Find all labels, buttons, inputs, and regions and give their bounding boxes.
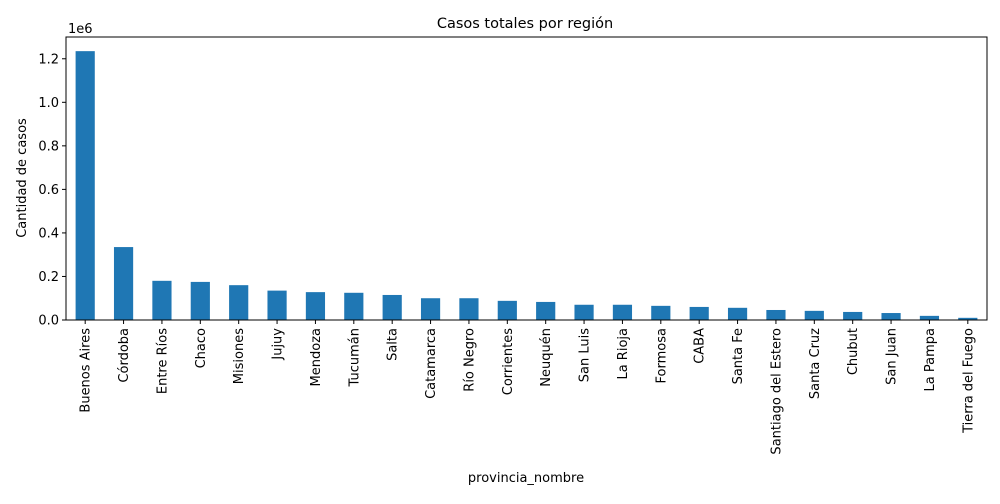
x-tick-label: Jujuy <box>271 328 286 361</box>
bar <box>727 307 748 320</box>
x-tick-label: La Rioja <box>616 328 631 380</box>
x-tick-label: Buenos Aires <box>79 328 94 413</box>
bar <box>75 51 95 321</box>
x-axis-label: provincia_nombre <box>468 471 584 486</box>
bar <box>344 292 364 320</box>
bar <box>382 294 402 320</box>
bar <box>651 305 671 320</box>
bar <box>612 304 633 320</box>
bar <box>152 280 172 320</box>
bar <box>536 301 556 320</box>
bar <box>881 313 901 320</box>
x-tick-label: Misiones <box>232 328 247 384</box>
y-tick-label: 0.0 <box>38 314 59 329</box>
y-axis-ticks: 0.0 0.2 0.4 0.6 0.8 1.0 1.2 <box>38 52 66 329</box>
x-tick-label: Córdoba <box>117 328 132 383</box>
bar <box>766 309 786 320</box>
y-offset-label: 1e6 <box>68 22 93 37</box>
x-tick-label: La Pampa <box>923 328 938 391</box>
bar <box>459 298 479 320</box>
y-tick-label: 1.0 <box>38 96 59 111</box>
x-axis-ticks: Buenos Aires Córdoba Entre Ríos Chaco Mision… <box>79 320 976 455</box>
x-tick-label: San Luis <box>578 328 593 382</box>
y-tick-label: 0.8 <box>38 139 59 154</box>
x-tick-label: Tierra del Fuego <box>961 328 976 434</box>
bar <box>190 281 210 320</box>
x-tick-label: Salta <box>386 328 401 361</box>
x-tick-label: Tucumán <box>347 328 362 387</box>
x-tick-label: Catamarca <box>424 328 439 399</box>
bar <box>267 290 287 320</box>
bar <box>843 311 863 320</box>
plot-frame <box>65 36 988 321</box>
bar <box>420 298 441 320</box>
x-tick-label: San Juan <box>885 328 900 385</box>
x-tick-label: Entre Ríos <box>155 328 170 394</box>
x-tick-label: CABA <box>693 328 708 364</box>
x-tick-label: Santa Cruz <box>808 328 823 399</box>
x-tick-label: Mendoza <box>309 328 324 386</box>
y-tick-label: 0.2 <box>38 270 59 285</box>
bar <box>574 304 594 320</box>
x-tick-label: Neuquén <box>539 328 554 387</box>
bar <box>804 310 824 320</box>
y-tick-label: 1.2 <box>38 52 59 67</box>
x-tick-label: Chaco <box>194 328 209 368</box>
x-tick-label: Corrientes <box>501 328 516 395</box>
bar <box>919 315 940 320</box>
x-tick-label: Santiago del Estero <box>769 328 784 455</box>
bars <box>75 51 978 321</box>
bar <box>305 292 326 320</box>
bar <box>689 306 709 320</box>
bar <box>958 317 978 320</box>
bar <box>113 247 134 320</box>
y-tick-label: 0.4 <box>38 226 59 241</box>
x-tick-label: Formosa <box>654 328 669 383</box>
y-tick-label: 0.6 <box>38 183 59 198</box>
bar <box>497 300 517 320</box>
x-tick-label: Chubut <box>846 328 861 375</box>
y-axis-label: Cantidad de casos <box>15 118 30 238</box>
chart-title: Casos totales por región <box>437 16 613 32</box>
x-tick-label: Santa Fe <box>731 328 746 384</box>
bar <box>229 285 249 320</box>
x-tick-label: Río Negro <box>462 328 477 392</box>
